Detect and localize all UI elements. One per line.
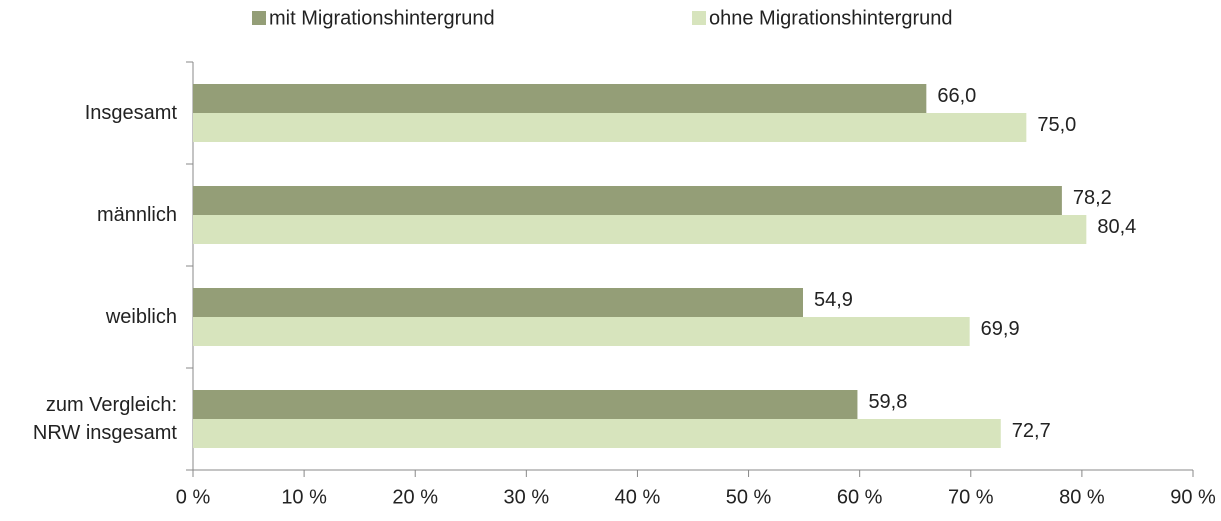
bar [193, 84, 927, 113]
x-tick-label: 30 % [504, 486, 550, 508]
y-tick-label: weiblich [105, 306, 177, 328]
x-tick-label: 60 % [837, 486, 883, 508]
legend-swatch [252, 11, 266, 25]
legend-label: mit Migrationshintergrund [269, 7, 495, 29]
x-tick-label: 80 % [1059, 486, 1105, 508]
y-tick-label: männlich [96, 204, 177, 226]
value-label: 72,7 [1012, 420, 1051, 442]
x-tick-label: 40 % [615, 486, 661, 508]
x-tick-label: 20 % [392, 486, 438, 508]
x-tick-label: 50 % [726, 486, 772, 508]
value-label: 59,8 [868, 391, 907, 413]
y-tick-label: Insgesamt [84, 102, 177, 124]
bar [193, 113, 1027, 142]
y-tick-label: zum Vergleich: NRW insgesamt [32, 394, 177, 444]
x-tick-label: 70 % [948, 486, 994, 508]
bar [193, 186, 1062, 215]
x-tick-label: 10 % [281, 486, 327, 508]
bar [193, 390, 858, 419]
value-label: 80,4 [1097, 216, 1136, 238]
bar [193, 317, 970, 346]
legend-label: ohne Migrationshintergrund [709, 7, 953, 29]
bar [193, 288, 803, 317]
bar [193, 419, 1001, 448]
x-tick-label: 0 % [176, 486, 211, 508]
value-label: 78,2 [1073, 187, 1112, 209]
legend-swatch [692, 11, 706, 25]
value-label: 66,0 [937, 85, 976, 107]
value-label: 54,9 [814, 289, 853, 311]
bar [193, 215, 1087, 244]
value-label: 75,0 [1037, 114, 1076, 136]
x-tick-label: 90 % [1170, 486, 1216, 508]
value-label: 69,9 [981, 318, 1020, 340]
